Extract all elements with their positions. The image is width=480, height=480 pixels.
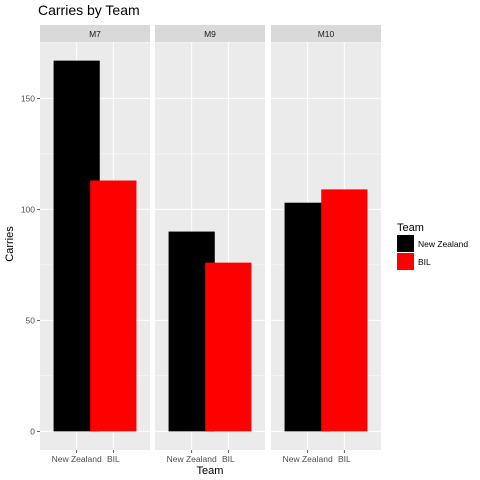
facet-strip-label: M9 <box>204 29 216 39</box>
facet-m10: M10 New Zealand BIL <box>271 25 381 464</box>
facet-strip <box>155 25 265 42</box>
legend-key-bil <box>397 253 414 270</box>
x-tick-label: BIL <box>107 454 120 464</box>
x-tick-label: BIL <box>222 454 235 464</box>
y-axis-title: Carries <box>4 226 16 262</box>
facet-strip <box>40 25 150 42</box>
x-tick-label: New Zealand <box>283 454 333 464</box>
y-axis: 0 50 100 150 <box>21 93 40 436</box>
x-tick-label: New Zealand <box>167 454 217 464</box>
facet-m7: M7 New Zealand BIL <box>40 25 150 464</box>
x-tick-label: BIL <box>338 454 351 464</box>
x-axis-title: Team <box>197 465 224 477</box>
legend-label: New Zealand <box>418 239 468 249</box>
chart-title: Carries by Team <box>38 2 140 18</box>
legend-items: New Zealand BIL <box>397 235 468 270</box>
facet-m9: M9 New Zealand BIL <box>155 25 265 464</box>
bar-m9-bil <box>205 262 252 432</box>
facet-strip <box>271 25 381 42</box>
legend-label: BIL <box>418 257 431 267</box>
legend-title: Team <box>397 222 424 234</box>
facet-strip-label: M10 <box>318 29 335 39</box>
y-tick-label: 150 <box>21 93 35 103</box>
legend-key-new-zealand <box>397 235 414 252</box>
x-tick-label: New Zealand <box>52 454 102 464</box>
bar-m10-bil <box>321 189 368 432</box>
bar-m7-bil <box>90 180 137 432</box>
y-tick-label: 50 <box>26 315 36 325</box>
y-tick-label: 0 <box>30 426 35 436</box>
facet-strip-label: M7 <box>89 29 101 39</box>
y-tick-label: 100 <box>21 204 35 214</box>
facet-panels: M7 New Zealand BIL M9 New Zealand BIL M10 New Z… <box>40 25 381 464</box>
legend: Team New Zealand BIL <box>397 222 468 270</box>
